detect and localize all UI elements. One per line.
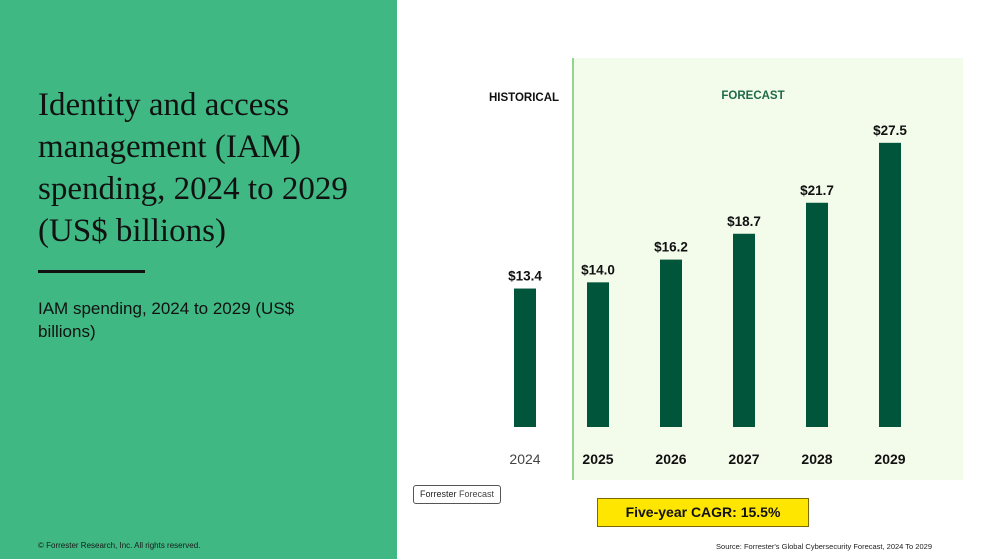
forecast-region (573, 58, 963, 480)
iam-spending-bar-chart: HISTORICAL FORECAST $13.42024$14.02025$1… (489, 58, 963, 480)
bar-2028 (806, 202, 828, 427)
data-label-2028: $21.7 (800, 183, 834, 198)
source-note: Source: Forrester's Global Cybersecurity… (716, 542, 932, 551)
badge-label: Forecast (459, 489, 495, 499)
cagr-callout: Five-year CAGR: 15.5% (597, 498, 809, 527)
bars-group: $13.4 2024 $14.0 2025 $16.2 2026 $18.7 2027 $21.… (508, 123, 907, 467)
bar-2025 (587, 282, 609, 427)
x-tick-2029: 2029 (874, 451, 905, 467)
title-panel: Identity and access management (IAM) spe… (0, 0, 397, 559)
x-tick-2027: 2027 (728, 451, 759, 467)
bar-2027 (733, 233, 755, 427)
copyright-notice: © Forrester Research, Inc. All rights re… (38, 541, 201, 550)
badge-brand: Forrester (419, 489, 457, 499)
data-label-2029: $27.5 (873, 123, 907, 138)
historical-section-label: HISTORICAL (489, 92, 559, 104)
forrester-forecast-badge: Forrester Forecast (413, 485, 501, 504)
bar-2024 (514, 288, 536, 427)
title-divider (38, 270, 145, 273)
x-tick-2024: 2024 (509, 451, 540, 467)
x-tick-2025: 2025 (582, 451, 613, 467)
forecast-section-label: FORECAST (721, 90, 784, 102)
x-tick-2028: 2028 (801, 451, 832, 467)
data-label-2025: $14.0 (581, 262, 615, 277)
x-tick-2026: 2026 (655, 451, 686, 467)
slide-title: Identity and access management (IAM) spe… (38, 87, 348, 249)
slide-subtitle: IAM spending, 2024 to 2029 (US$ billions… (38, 299, 295, 341)
data-label-2026: $16.2 (654, 240, 688, 255)
data-label-2027: $18.7 (727, 214, 761, 229)
bar-2029 (879, 142, 901, 428)
bar-2026 (660, 259, 682, 427)
data-label-2024: $13.4 (508, 269, 542, 284)
